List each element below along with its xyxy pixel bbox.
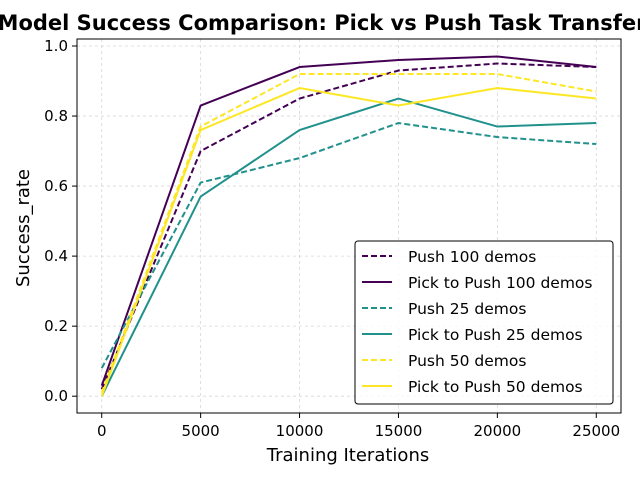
y-tick-label: 0.8: [44, 107, 68, 125]
chart-title: Model Success Comparison: Pick vs Push T…: [0, 11, 640, 35]
x-axis-label: Training Iterations: [266, 445, 429, 466]
x-tick-label: 5000: [182, 422, 220, 440]
x-tick-label: 25000: [572, 422, 620, 440]
series-line-push-25-demos: [100, 122, 597, 369]
series-line-push-100-demos: [100, 62, 597, 390]
x-tick-label: 15000: [375, 422, 423, 440]
y-tick-label: 0.0: [44, 387, 68, 405]
axis-ticks: 0 5000 10000 15000 20000 25000 0.0 0.2 0.4 0.6 0.8…: [44, 37, 620, 440]
x-tick-label: 10000: [276, 422, 324, 440]
legend-label: Pick to Push 50 demos: [408, 378, 583, 396]
series-line-pick-to-push-25-demos: [100, 97, 597, 397]
x-tick-label: 20000: [474, 422, 522, 440]
grid: [77, 39, 621, 413]
legend-label: Push 50 demos: [408, 352, 526, 370]
legend-box: [354, 240, 614, 405]
series-line-push-50-demos: [100, 73, 597, 394]
y-tick-label: 0.4: [44, 247, 68, 265]
y-tick-label: 0.6: [44, 177, 68, 195]
series-lines: [100, 55, 597, 397]
plot-frame: [76, 38, 622, 414]
legend-label: Pick to Push 25 demos: [408, 326, 583, 344]
legend-label: Pick to Push 100 demos: [408, 274, 593, 292]
x-tick-label: 0: [97, 422, 107, 440]
y-tick-label: 1.0: [44, 37, 68, 55]
series-line-pick-to-push-100-demos: [100, 55, 597, 387]
y-axis-label: Success_rate: [13, 169, 34, 287]
legend-label: Push 100 demos: [408, 248, 536, 266]
y-tick-label: 0.2: [44, 317, 68, 335]
legend: Push 100 demos Pick to Push 100 demos Push…: [354, 240, 614, 405]
series-line-pick-to-push-50-demos: [100, 87, 597, 397]
legend-label: Push 25 demos: [408, 300, 526, 318]
